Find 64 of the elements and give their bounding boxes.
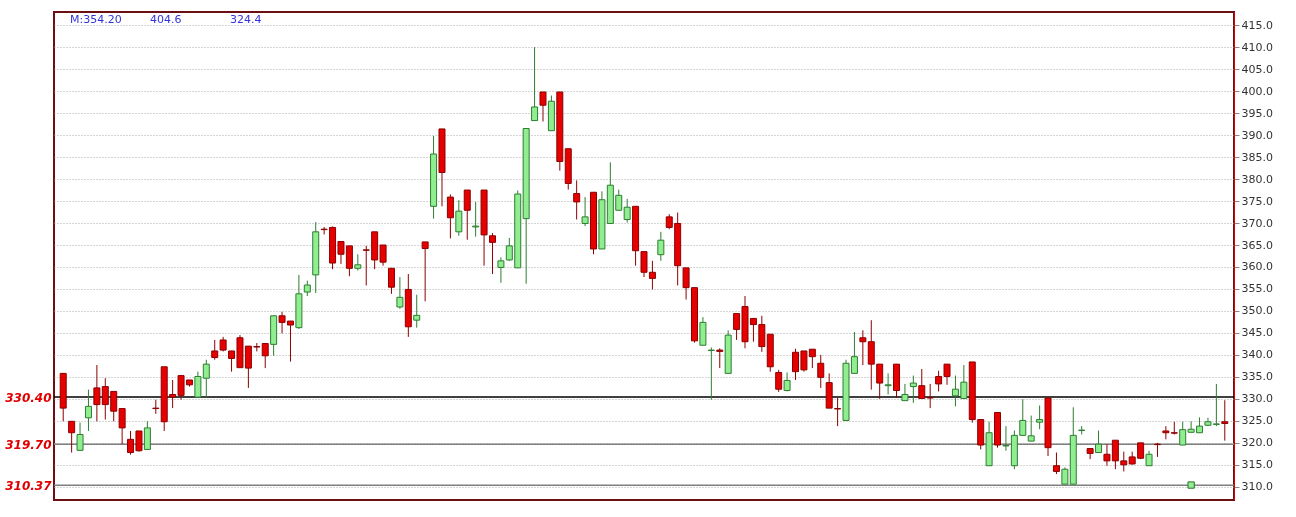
candlestick [1027, 415, 1035, 442]
candlestick [1052, 452, 1060, 475]
candlestick [76, 422, 84, 451]
y-tick-label: 315.0 [1241, 458, 1273, 472]
candlestick [573, 179, 581, 221]
annotation: M:354.20 [70, 13, 122, 26]
candlestick [396, 276, 404, 310]
candlestick [1086, 448, 1094, 460]
candlestick [143, 420, 151, 450]
ref-line-label: 319.70 [5, 437, 52, 452]
y-tick-label: 380.0 [1241, 172, 1273, 186]
y-tick-label: 405.0 [1241, 62, 1273, 76]
candlestick [1221, 399, 1229, 442]
candlestick [716, 347, 724, 369]
candlestick [531, 46, 539, 122]
candlestick [775, 369, 783, 393]
y-tick-label: 365.0 [1241, 238, 1273, 252]
candlestick [261, 342, 269, 369]
annotation: 324.4 [230, 13, 262, 26]
candlestick [699, 316, 707, 346]
y-tick-label: 310.0 [1241, 480, 1273, 494]
y-tick-label: 375.0 [1241, 194, 1273, 208]
y-tick-label: 330.0 [1241, 392, 1273, 406]
y-tick-label: 390.0 [1241, 128, 1273, 142]
ref-line-label: 310.37 [5, 478, 53, 493]
candlestick [901, 383, 909, 402]
y-tick-label: 355.0 [1241, 282, 1273, 296]
candlestick [581, 196, 589, 227]
candlestick [1036, 404, 1044, 430]
candlestick [707, 346, 715, 401]
candlestick [817, 354, 825, 389]
y-tick-label: 335.0 [1241, 370, 1273, 384]
candlestick [387, 267, 395, 295]
y-tick-label: 415.0 [1241, 18, 1273, 32]
annotation: 404.6 [150, 13, 182, 26]
candlestick [455, 199, 463, 237]
candlestick [446, 193, 454, 239]
candlestick [1095, 430, 1103, 454]
candlestick [918, 368, 926, 399]
candlestick [463, 189, 471, 241]
y-tick-label: 370.0 [1241, 216, 1273, 230]
candlestick [472, 201, 480, 238]
y-tick-label: 340.0 [1241, 348, 1273, 362]
y-tick-label: 410.0 [1241, 40, 1273, 54]
y-tick-label: 385.0 [1241, 150, 1273, 164]
candlestick [884, 372, 892, 395]
ref-line-label: 330.40 [5, 390, 52, 405]
candlestick [657, 231, 665, 262]
y-tick-label: 395.0 [1241, 106, 1273, 120]
y-tick-label: 320.0 [1241, 436, 1273, 450]
candlestick [84, 389, 92, 432]
candlestick [68, 420, 76, 454]
candlestick [909, 375, 917, 404]
candlestick [926, 383, 934, 409]
y-tick-label: 360.0 [1241, 260, 1273, 274]
candlestick [859, 329, 867, 366]
candlestick [421, 241, 429, 302]
y-tick-label: 325.0 [1241, 414, 1273, 428]
y-tick-label: 345.0 [1241, 326, 1273, 340]
y-tick-label: 400.0 [1241, 84, 1273, 98]
candlestick [539, 91, 547, 122]
candlestick [413, 294, 421, 329]
candlestick [623, 198, 631, 224]
y-tick-label: 350.0 [1241, 304, 1273, 318]
